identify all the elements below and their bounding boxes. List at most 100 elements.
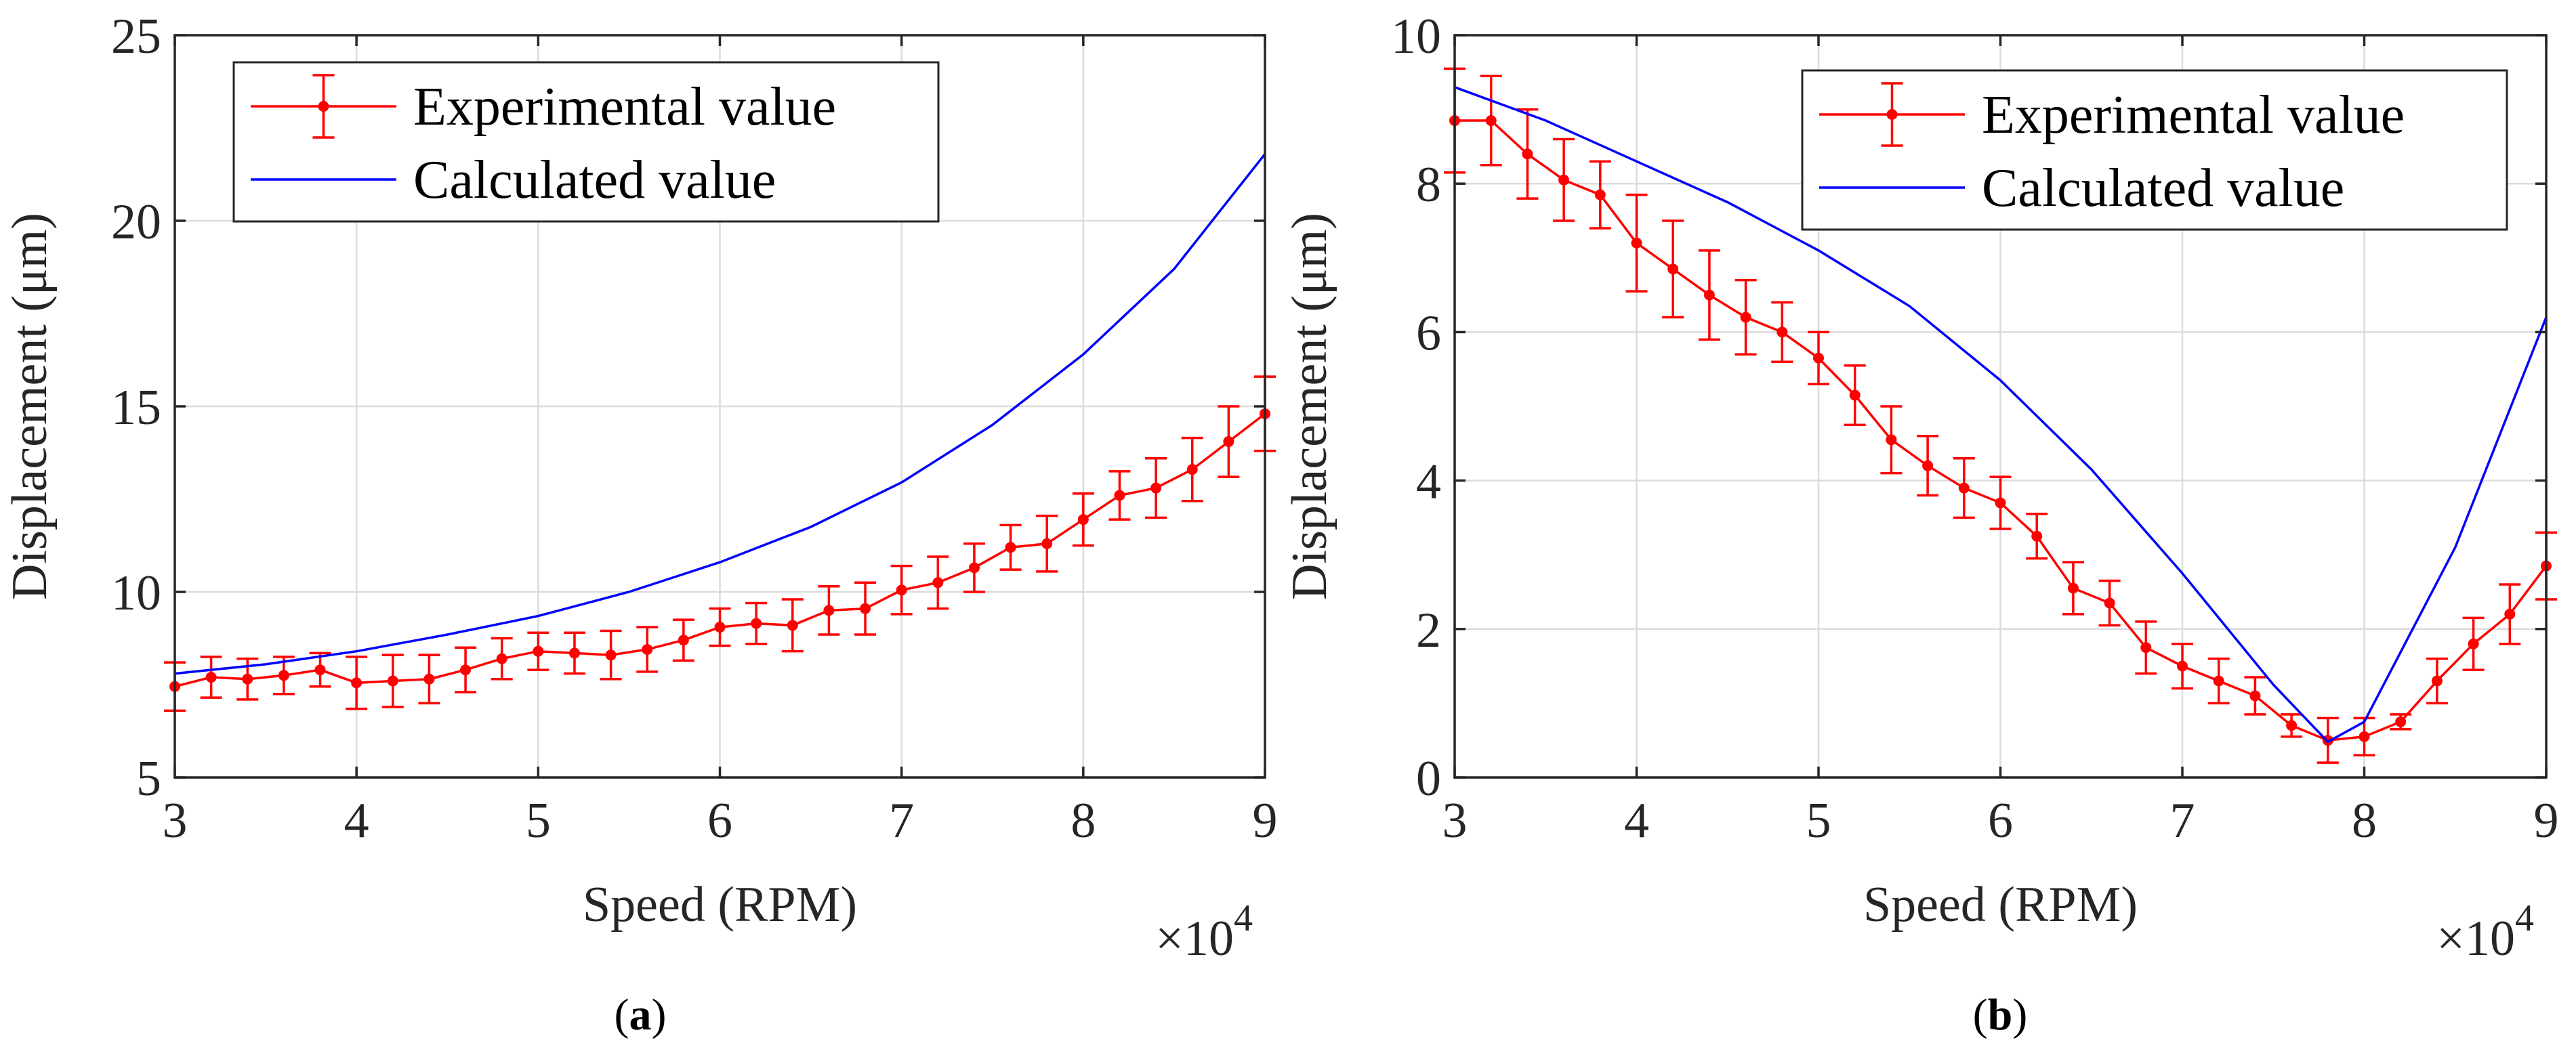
y-tick-label: 0 [1416,751,1441,807]
caption-paren-open: ( [615,990,629,1040]
y-tick-label: 10 [1391,9,1441,64]
x-exponent-power: 4 [2515,897,2534,939]
data-point [2067,582,2079,594]
data-point [1958,482,1970,494]
calculated-series [1454,86,2548,744]
data-point [2213,675,2224,687]
legend-box [232,61,940,223]
data-point [1594,189,1606,200]
x-tick-label: 5 [526,793,551,849]
y-tick-label: 5 [136,751,161,807]
data-point [2177,660,2188,672]
data-point [1886,434,1897,446]
data-point [351,677,362,689]
chart-panel-b: 3 4 5 6 7 8 9 0 2 4 6 8 10 Speed (RPM) Displacement (μ… [1282,9,2559,1040]
data-point [1485,115,1497,127]
caption-paren-open: ( [1973,990,1988,1040]
x-tick-label: 5 [1806,793,1831,849]
legend-label: Experimental value [413,77,836,137]
caption-paren-close: ) [2012,990,2027,1040]
x-exponent-label: ×104 [2436,897,2534,966]
data-point [2431,675,2443,687]
data-point [605,649,617,661]
y-tick-label: 8 [1416,157,1441,213]
legend-label: Calculated value [413,150,776,210]
data-point [568,647,580,659]
y-tick-label: 20 [111,194,161,250]
x-tick-label: 8 [2352,793,2377,849]
data-point [387,675,398,687]
data-point [1041,538,1053,549]
data-point [278,670,289,681]
chart-panel-a: 3 4 5 6 7 8 9 5 10 15 20 25 Speed (RPM) Displacement … [2,9,1278,1040]
legend: Experimental value Calculated value [232,61,940,223]
x-tick-label: 3 [1442,793,1468,849]
data-point [1077,514,1089,526]
data-point [1995,497,2006,509]
data-point [1558,174,1570,186]
x-tick-label: 8 [1071,793,1096,849]
y-axis-label: Displacement (μm) [2,213,58,600]
legend-label: Calculated value [1982,158,2344,218]
legend-marker [318,101,329,112]
calculated-line [1454,86,2548,744]
legend-label: Experimental value [1982,85,2405,145]
data-point [1703,289,1715,301]
data-point [1114,490,1125,501]
data-point [1186,464,1198,475]
data-point [460,664,472,676]
x-tick-label: 6 [1988,793,2013,849]
y-tick-label: 2 [1416,603,1441,658]
x-tick-label: 7 [2170,793,2195,849]
y-tick-label: 6 [1416,305,1441,361]
data-point [1631,237,1642,249]
panel-caption: (b) [1973,990,2028,1040]
x-axis-label: Speed (RPM) [1863,877,2138,933]
calculated-series [174,153,1266,675]
data-point [2504,608,2516,620]
calculated-line [174,153,1266,675]
data-point [642,643,653,655]
caption-letter: b [1988,990,2013,1040]
data-point [787,620,798,631]
y-tick-label: 4 [1416,454,1441,510]
data-point [1849,389,1861,401]
data-point [1813,352,1824,364]
data-point [2140,642,2152,654]
data-point [1667,263,1679,275]
data-point [533,645,544,657]
y-axis-label: Displacement (μm) [1282,213,1337,600]
x-axis-label: Speed (RPM) [583,877,857,933]
x-tick-label: 6 [707,793,732,849]
data-point [2286,720,2298,731]
caption-letter: a [629,990,652,1040]
data-point [1740,312,1751,323]
data-point [751,618,762,629]
x-exponent-base: ×10 [1155,911,1234,966]
data-point [2249,690,2261,702]
data-point [1522,148,1533,160]
data-point [2468,638,2479,649]
x-tick-label: 7 [889,793,914,849]
legend-marker [1886,109,1898,120]
x-tick-label: 9 [2534,793,2559,849]
x-tick-label: 4 [344,793,369,849]
data-point [1005,542,1016,553]
data-point [423,673,435,685]
data-point [823,605,835,616]
data-point [714,622,726,633]
data-point [932,577,944,589]
panel-caption: (a) [615,990,667,1040]
data-point [1922,460,1934,471]
x-exponent-power: 4 [1234,897,1253,939]
legend-box [1801,69,2508,231]
y-tick-label: 15 [111,380,161,435]
x-tick-label: 4 [1624,793,1649,849]
data-point [1223,436,1234,448]
data-point [314,664,326,676]
data-point [2031,530,2043,542]
data-point [2359,731,2370,742]
data-point [896,584,907,596]
data-point [205,672,217,683]
